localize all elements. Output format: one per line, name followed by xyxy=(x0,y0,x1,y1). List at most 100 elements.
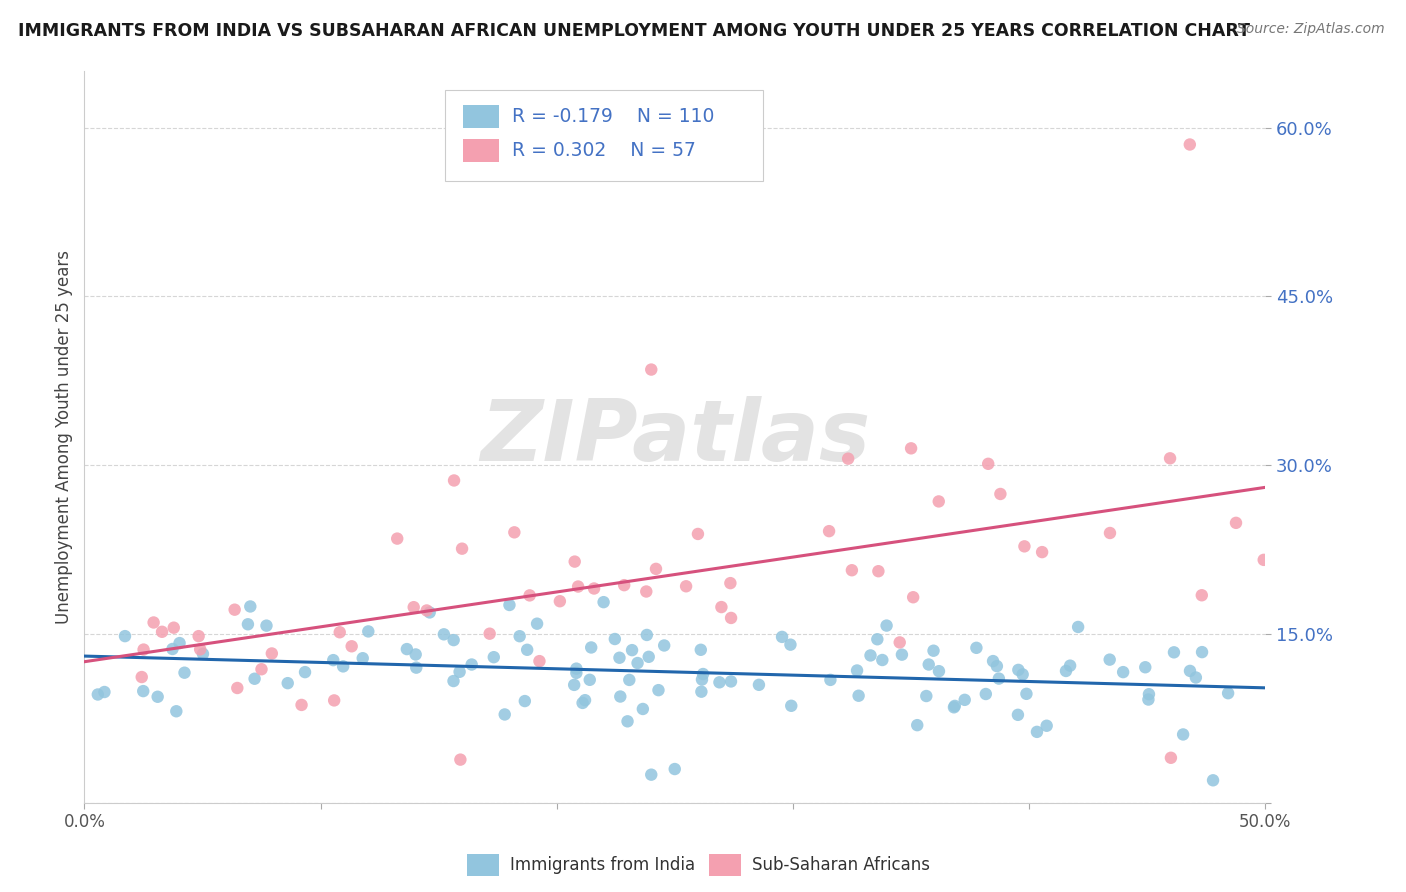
Point xyxy=(402,600,425,615)
FancyBboxPatch shape xyxy=(444,90,763,181)
Point xyxy=(1163,645,1185,659)
Point xyxy=(1160,751,1182,765)
Point xyxy=(332,659,354,673)
Point xyxy=(494,707,516,722)
Text: ZIPatlas: ZIPatlas xyxy=(479,395,870,479)
Point xyxy=(131,670,153,684)
Point xyxy=(652,639,675,653)
Point xyxy=(709,675,731,690)
Point xyxy=(1202,773,1225,788)
Point xyxy=(631,702,654,716)
Point xyxy=(191,647,214,661)
Point xyxy=(529,654,551,668)
Point xyxy=(613,578,636,592)
Point xyxy=(901,591,924,605)
Point xyxy=(419,606,441,620)
Point xyxy=(1067,620,1090,634)
Point xyxy=(1159,451,1181,466)
Point xyxy=(173,665,195,680)
Point xyxy=(519,588,541,602)
Point xyxy=(848,689,870,703)
Point xyxy=(260,647,283,661)
Y-axis label: Unemployment Among Youth under 25 years: Unemployment Among Youth under 25 years xyxy=(55,250,73,624)
Point xyxy=(226,681,249,695)
Point xyxy=(256,618,278,632)
Point xyxy=(837,451,859,466)
Text: IMMIGRANTS FROM INDIA VS SUBSAHARAN AFRICAN UNEMPLOYMENT AMONG YOUTH UNDER 25 YE: IMMIGRANTS FROM INDIA VS SUBSAHARAN AFRI… xyxy=(18,22,1250,40)
Point xyxy=(1015,687,1038,701)
Point xyxy=(675,579,697,593)
Point xyxy=(609,650,631,665)
Point xyxy=(1137,687,1160,701)
Point xyxy=(619,673,641,687)
Point xyxy=(449,753,471,767)
Point xyxy=(872,653,894,667)
Text: Immigrants from India: Immigrants from India xyxy=(509,856,695,874)
Point xyxy=(567,580,589,594)
Point xyxy=(565,662,588,676)
Point xyxy=(686,527,709,541)
Point xyxy=(1191,588,1213,602)
Point xyxy=(571,696,593,710)
Point xyxy=(820,673,842,687)
Point xyxy=(277,676,299,690)
Point xyxy=(690,673,713,687)
Point xyxy=(1137,692,1160,706)
Point xyxy=(405,660,427,674)
Point xyxy=(636,628,658,642)
Point xyxy=(548,594,571,608)
Point xyxy=(93,685,115,699)
Point xyxy=(890,648,912,662)
Point xyxy=(977,457,1000,471)
Point xyxy=(433,627,456,641)
Point xyxy=(142,615,165,630)
Point xyxy=(574,693,596,707)
FancyBboxPatch shape xyxy=(709,854,741,876)
Point xyxy=(621,643,644,657)
Point xyxy=(647,683,669,698)
Point xyxy=(169,636,191,650)
Point xyxy=(1011,667,1033,681)
Point xyxy=(1253,553,1275,567)
Point xyxy=(689,642,711,657)
Point xyxy=(187,629,209,643)
Point xyxy=(1178,137,1201,152)
Point xyxy=(290,698,312,712)
Point xyxy=(583,582,606,596)
Point xyxy=(1225,516,1247,530)
Point xyxy=(640,767,662,781)
Point xyxy=(503,525,526,540)
Point xyxy=(616,714,638,729)
Point xyxy=(692,667,714,681)
Point xyxy=(841,563,863,577)
Point xyxy=(516,642,538,657)
Point xyxy=(846,664,869,678)
Point xyxy=(579,640,602,655)
Point xyxy=(876,618,898,632)
Point xyxy=(710,600,733,615)
Point xyxy=(1216,686,1239,700)
Point xyxy=(236,617,259,632)
Point xyxy=(990,487,1012,501)
Text: Sub-Saharan Africans: Sub-Saharan Africans xyxy=(752,856,929,874)
Point xyxy=(1014,540,1036,554)
Point xyxy=(443,673,465,688)
Point xyxy=(188,642,211,657)
Point xyxy=(1031,545,1053,559)
Point xyxy=(132,684,155,698)
Point xyxy=(150,624,173,639)
Point xyxy=(592,595,614,609)
Point xyxy=(498,598,520,612)
Point xyxy=(509,629,531,643)
Point xyxy=(748,678,770,692)
Point xyxy=(87,688,110,702)
Point xyxy=(1007,663,1029,677)
Point xyxy=(451,541,474,556)
Point xyxy=(460,657,482,672)
Point xyxy=(942,700,965,714)
Point xyxy=(357,624,380,639)
Point xyxy=(818,524,841,538)
Point xyxy=(323,693,346,707)
Point xyxy=(449,665,471,679)
Point xyxy=(637,649,659,664)
